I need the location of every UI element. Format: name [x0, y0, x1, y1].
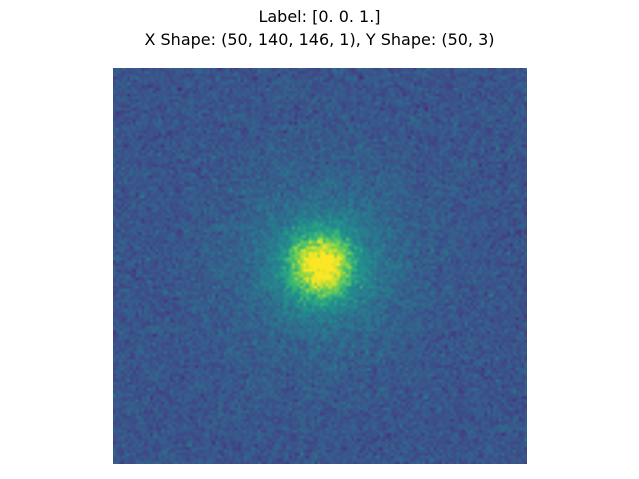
- figure-title-shapes: X Shape: (50, 140, 146, 1), Y Shape: (50…: [144, 30, 495, 49]
- figure-title-label: Label: [0. 0. 1.]: [258, 7, 381, 26]
- noisy-heatmap-image: [113, 68, 527, 464]
